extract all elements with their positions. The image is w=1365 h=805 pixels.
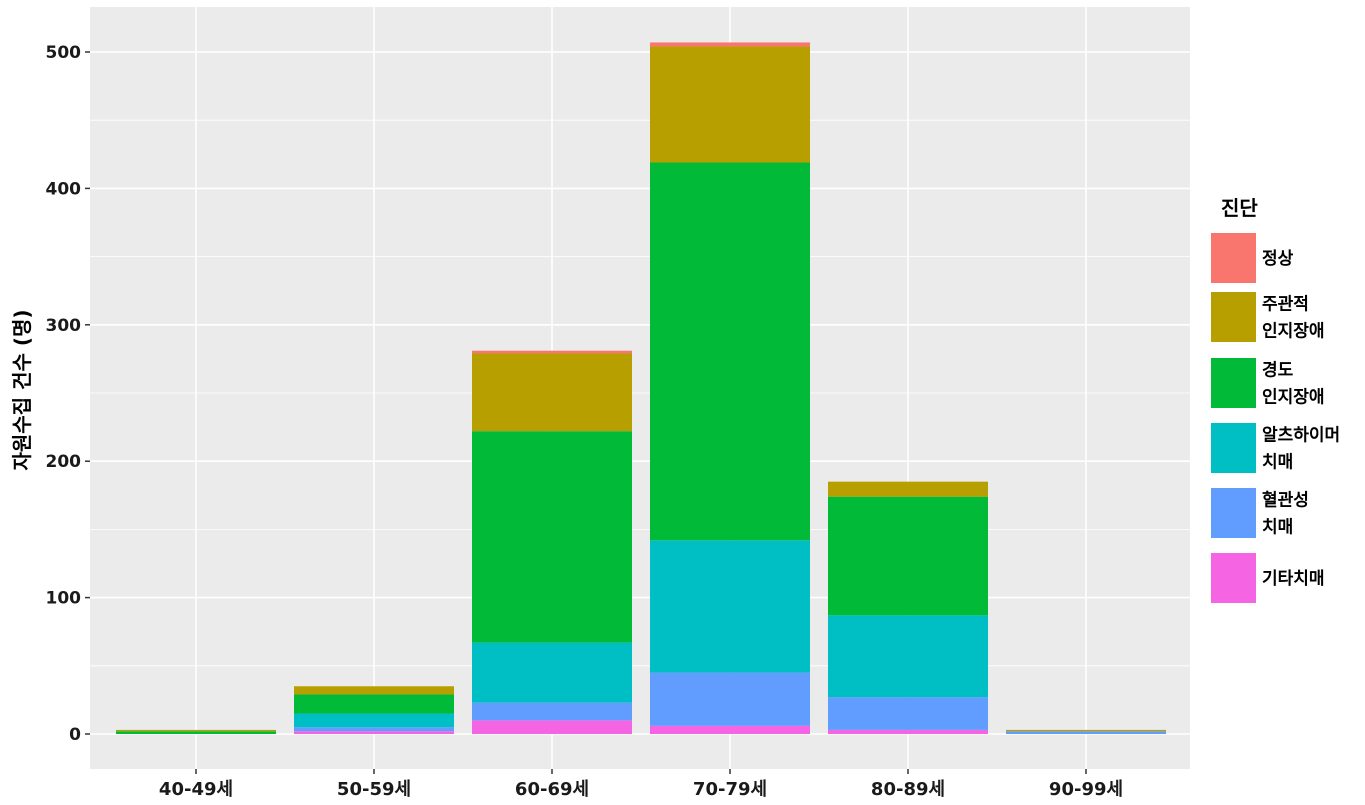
x-tick-label: 90-99세 <box>1049 779 1123 800</box>
legend-label-line: 치매 <box>1262 453 1293 473</box>
legend-label-line: 기타치매 <box>1262 569 1325 589</box>
legend-key <box>1211 358 1256 408</box>
legend-label: 기타치매 <box>1262 569 1325 589</box>
bar-segment-1-1 <box>294 686 454 695</box>
legend-label-line: 혈관성 <box>1262 490 1309 511</box>
bar-segment-2-1 <box>472 353 632 432</box>
y-tick-label: 300 <box>46 316 82 336</box>
bar-segment-1-5 <box>294 731 454 734</box>
bar-segment-5-4 <box>1006 731 1166 734</box>
bar-segment-2-2 <box>472 431 632 643</box>
bar-segment-4-3 <box>828 615 988 698</box>
bar-segment-3-3 <box>650 540 810 673</box>
legend-label: 정상 <box>1262 249 1294 269</box>
bar-segment-3-5 <box>650 725 810 734</box>
bar-segment-2-0 <box>472 350 632 354</box>
bar-segment-0-1 <box>116 729 276 732</box>
bar-segment-2-4 <box>472 702 632 721</box>
bar-segment-5-1 <box>1006 729 1166 732</box>
legend-label-line: 주관적 <box>1262 295 1309 315</box>
bar-segment-4-2 <box>828 496 988 616</box>
bar-segment-1-2 <box>294 694 454 714</box>
bar-segment-2-3 <box>472 642 632 703</box>
legend-key <box>1211 292 1256 342</box>
bar-segment-0-2 <box>116 731 276 734</box>
bar-segment-3-2 <box>650 162 810 541</box>
y-axis-title: 자원수집 건수 (명) <box>10 309 34 470</box>
bar-segment-1-4 <box>294 727 454 732</box>
x-axis-ticks: 40-49세 50-59세 60-69세 70-79세 80-89세 90-99세 <box>159 769 1123 800</box>
bar-segment-4-1 <box>828 481 988 497</box>
bar-segment-4-4 <box>828 697 988 730</box>
bar-segment-1-3 <box>294 713 454 728</box>
y-tick-label: 200 <box>46 452 82 472</box>
y-tick-label: 0 <box>69 725 81 745</box>
y-tick-label: 100 <box>46 589 82 609</box>
bar-segment-4-5 <box>828 729 988 734</box>
bars <box>116 42 1166 734</box>
legend-label-line: 인지장애 <box>1262 322 1325 342</box>
legend-label-line: 치매 <box>1262 518 1293 538</box>
x-tick-label: 80-89세 <box>871 779 945 800</box>
x-tick-label: 50-59세 <box>337 779 411 800</box>
legend-title: 진단 <box>1221 196 1258 220</box>
y-tick-label: 500 <box>46 43 82 63</box>
legend-key <box>1211 423 1256 473</box>
legend-label-line: 인지장애 <box>1262 388 1325 408</box>
legend-label-line: 정상 <box>1262 249 1294 269</box>
bar-segment-3-0 <box>650 42 810 47</box>
legend-key <box>1211 233 1256 283</box>
x-tick-label: 60-69세 <box>515 779 589 800</box>
plot-panel <box>90 7 1190 769</box>
legend-key <box>1211 488 1256 538</box>
y-tick-label: 400 <box>46 179 82 199</box>
bar-segment-3-4 <box>650 672 810 726</box>
legend-label-line: 알츠하이머 <box>1262 426 1340 446</box>
bar-segment-3-1 <box>650 46 810 163</box>
legend-label-line: 경도 <box>1262 361 1294 381</box>
x-tick-label: 70-79세 <box>693 779 767 800</box>
legend-key <box>1211 553 1256 603</box>
y-axis-ticks: 0 100 200 300 400 500 <box>46 43 90 745</box>
x-tick-label: 40-49세 <box>159 779 233 800</box>
bar-segment-2-5 <box>472 720 632 734</box>
